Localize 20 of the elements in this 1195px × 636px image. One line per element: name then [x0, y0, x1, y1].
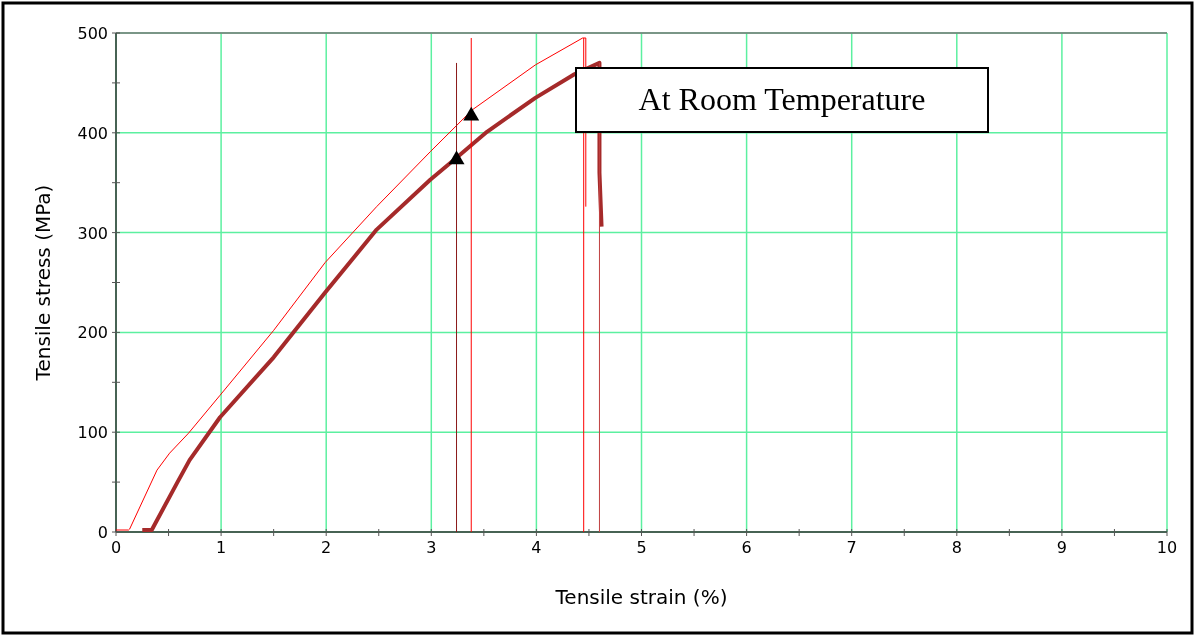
x-tick-label: 10 [1156, 538, 1178, 557]
annotation: At Room Temperature [638, 81, 926, 117]
x-tick-label: 2 [321, 538, 332, 557]
x-tick-label: 0 [110, 538, 122, 557]
y-tick-label: 400 [77, 123, 108, 143]
y-tick-label: 500 [77, 24, 108, 43]
y-tick-label: 300 [77, 223, 108, 243]
x-tick-label: 9 [1056, 538, 1067, 557]
x-axis-title: Tensile strain (%) [554, 585, 728, 609]
x-tick-label: 1 [216, 538, 227, 557]
x-tick-label: 6 [741, 538, 752, 557]
y-tick-label: 0 [97, 523, 108, 542]
y-axis-title: Tensile stress (MPa) [31, 184, 55, 382]
x-tick-label: 3 [426, 538, 437, 557]
y-tick-label: 100 [77, 423, 108, 443]
y-tick-label: 200 [77, 323, 108, 343]
x-tick-label: 8 [951, 538, 962, 557]
x-tick-label: 5 [636, 538, 647, 557]
x-tick-label: 7 [846, 538, 857, 557]
x-tick-label: 4 [531, 538, 542, 557]
